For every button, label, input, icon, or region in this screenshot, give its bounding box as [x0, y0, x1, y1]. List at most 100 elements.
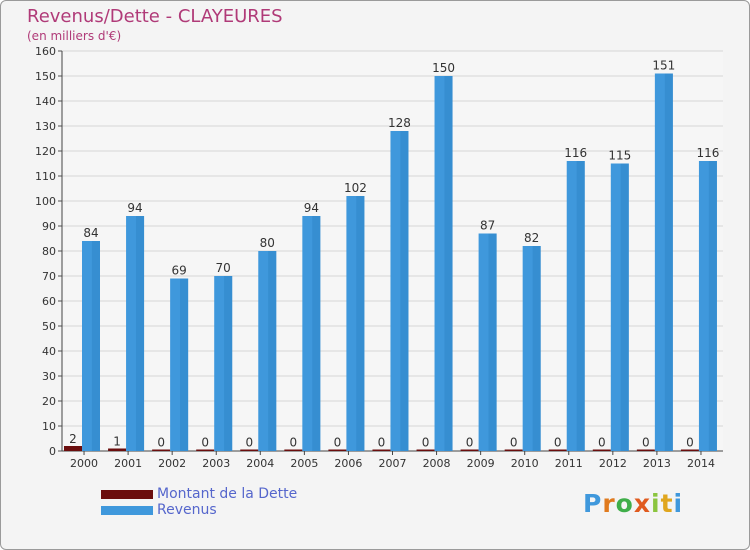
- logo-letter: P: [583, 489, 603, 518]
- x-tick-label: 2011: [555, 457, 583, 470]
- x-tick-label: 2007: [379, 457, 407, 470]
- y-tick-label: 40: [42, 345, 56, 358]
- data-label-dette: 0: [422, 436, 430, 450]
- y-tick-label: 90: [42, 220, 56, 233]
- x-tick-label: 2010: [511, 457, 539, 470]
- y-tick-label: 120: [35, 145, 56, 158]
- proxiti-logo: Proxiti: [583, 489, 683, 518]
- data-label-dette: 0: [245, 436, 253, 450]
- bar-dette: [460, 449, 479, 451]
- legend-label-dette: Montant de la Dette: [157, 486, 298, 502]
- logo-letter: x: [633, 489, 651, 518]
- y-tick-label: 70: [42, 270, 56, 283]
- bar-dette: [548, 449, 567, 451]
- legend-swatch-revenus: [101, 506, 153, 515]
- bar-dette: [152, 449, 171, 451]
- legend-swatch-dette: [101, 490, 153, 499]
- bar-revenus-shade: [620, 163, 629, 451]
- x-tick-label: 2002: [158, 457, 186, 470]
- data-label-revenus: 102: [344, 181, 367, 195]
- data-label-revenus: 87: [480, 219, 495, 233]
- y-tick-label: 130: [35, 120, 56, 133]
- chart-title: Revenus/Dette - CLAYEURES: [27, 6, 283, 27]
- data-label-revenus: 115: [608, 149, 631, 163]
- bar-revenus-shade: [664, 73, 673, 451]
- bar-dette: [328, 449, 347, 451]
- data-label-revenus: 150: [432, 61, 455, 75]
- x-tick-label: 2009: [467, 457, 495, 470]
- x-tick-label: 2005: [290, 457, 318, 470]
- legend-label-revenus: Revenus: [157, 502, 217, 518]
- data-label-revenus: 82: [524, 231, 539, 245]
- bar-dette: [284, 449, 303, 451]
- data-label-dette: 0: [290, 436, 298, 450]
- bar-dette: [504, 449, 523, 451]
- data-label-revenus: 128: [388, 116, 411, 130]
- data-label-revenus: 94: [127, 201, 142, 215]
- y-tick-label: 100: [35, 195, 56, 208]
- bar-revenus-shade: [180, 278, 189, 451]
- y-tick-label: 60: [42, 295, 56, 308]
- bar-dette: [636, 449, 655, 451]
- data-label-revenus: 116: [564, 146, 587, 160]
- bar-revenus-shade: [708, 161, 717, 451]
- y-tick-label: 110: [35, 170, 56, 183]
- bar-dette: [372, 449, 391, 451]
- bar-revenus-shade: [224, 276, 233, 451]
- bar-revenus-shade: [576, 161, 585, 451]
- data-label-dette: 0: [510, 436, 518, 450]
- bar-dette: [108, 448, 127, 451]
- x-tick-label: 2003: [202, 457, 230, 470]
- y-tick-label: 140: [35, 95, 56, 108]
- data-label-dette: 2: [69, 432, 77, 446]
- x-tick-label: 2004: [246, 457, 274, 470]
- x-tick-label: 2014: [687, 457, 715, 470]
- bar-revenus-shade: [91, 241, 100, 451]
- data-label-revenus: 151: [652, 59, 675, 73]
- y-tick-label: 30: [42, 370, 56, 383]
- bar-dette: [680, 449, 699, 451]
- bar-revenus-shade: [356, 196, 365, 451]
- data-label-revenus: 94: [304, 201, 319, 215]
- data-label-revenus: 70: [216, 261, 231, 275]
- y-tick-label: 80: [42, 245, 56, 258]
- data-label-revenus: 116: [696, 146, 719, 160]
- bar-revenus-shade: [268, 251, 277, 451]
- data-label-dette: 0: [378, 436, 386, 450]
- bar-revenus-shade: [488, 233, 497, 451]
- data-label-dette: 0: [334, 436, 342, 450]
- x-tick-label: 2008: [423, 457, 451, 470]
- data-label-dette: 1: [113, 435, 121, 449]
- chart-subtitle: (en milliers d'€): [27, 29, 122, 43]
- data-label-dette: 0: [157, 436, 165, 450]
- bar-revenus-shade: [444, 76, 453, 451]
- data-label-dette: 0: [201, 436, 209, 450]
- logo-letter: r: [602, 489, 616, 518]
- data-label-dette: 0: [642, 436, 650, 450]
- y-tick-label: 150: [35, 70, 56, 83]
- bar-dette: [196, 449, 215, 451]
- bar-dette: [64, 446, 82, 451]
- y-tick-label: 10: [42, 420, 56, 433]
- data-label-dette: 0: [598, 436, 606, 450]
- data-label-revenus: 84: [83, 226, 98, 240]
- x-tick-label: 2000: [70, 457, 98, 470]
- bar-revenus-shade: [400, 131, 409, 451]
- data-label-dette: 0: [554, 436, 562, 450]
- data-label-revenus: 69: [171, 264, 186, 278]
- x-tick-label: 2001: [114, 457, 142, 470]
- x-tick-label: 2012: [599, 457, 627, 470]
- bar-revenus-shade: [532, 246, 541, 451]
- data-label-dette: 0: [466, 436, 474, 450]
- data-label-revenus: 80: [260, 236, 275, 250]
- y-tick-label: 50: [42, 320, 56, 333]
- logo-letter: i: [651, 489, 661, 518]
- y-tick-label: 0: [49, 445, 56, 458]
- bar-revenus-shade: [135, 216, 145, 451]
- x-tick-label: 2013: [643, 457, 671, 470]
- logo-letter: t: [660, 489, 674, 518]
- y-tick-label: 160: [35, 45, 56, 58]
- x-tick-label: 2006: [334, 457, 362, 470]
